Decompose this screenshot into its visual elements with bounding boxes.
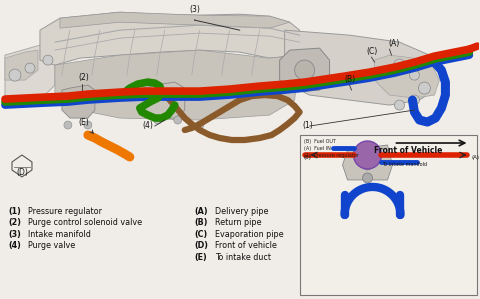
Circle shape [154,116,162,124]
Circle shape [25,63,35,73]
Circle shape [354,141,382,169]
Circle shape [409,95,420,105]
Circle shape [394,59,406,71]
Circle shape [362,173,372,183]
Text: (E): (E) [195,253,207,262]
Text: (A): (A) [195,207,208,216]
Text: (A): (A) [389,39,400,48]
Text: (D): (D) [16,168,28,177]
Text: (D): (D) [195,241,209,250]
Text: (A)  Fuel IN: (A) Fuel IN [303,146,330,151]
Text: (B): (B) [303,155,312,161]
Circle shape [64,121,72,129]
Circle shape [295,60,314,80]
Text: Purge valve: Purge valve [28,241,75,250]
Text: (3): (3) [8,230,21,239]
Circle shape [43,55,53,65]
Text: Purge control solenoid valve: Purge control solenoid valve [28,218,142,228]
Text: Pressure regulator: Pressure regulator [28,207,102,216]
Text: Intake manifold: Intake manifold [28,230,91,239]
Polygon shape [145,82,185,118]
Text: To Intake manifold: To Intake manifold [383,162,428,167]
Text: (2): (2) [8,218,21,228]
Text: (B): (B) [195,218,208,228]
Text: To intake duct: To intake duct [215,253,271,262]
Text: (1)  Pressure regulator: (1) Pressure regulator [303,153,359,158]
Bar [300,135,478,295]
Circle shape [84,121,92,129]
Polygon shape [62,85,95,118]
Circle shape [196,121,204,129]
Polygon shape [285,30,434,105]
Text: (4): (4) [143,121,153,130]
Circle shape [395,100,405,110]
Circle shape [362,160,372,170]
Text: Delivery pipe: Delivery pipe [215,207,268,216]
Text: (2): (2) [78,73,89,82]
Text: (B)  Fuel OUT: (B) Fuel OUT [303,139,336,144]
Text: Front of vehicle: Front of vehicle [215,241,276,250]
Text: Return pipe: Return pipe [215,218,261,228]
Polygon shape [374,55,439,98]
Circle shape [419,82,431,94]
Text: (E): (E) [78,118,93,133]
Text: (1): (1) [8,207,21,216]
Text: (A): (A) [471,155,480,161]
Polygon shape [40,12,300,65]
Circle shape [174,116,182,124]
Text: Front of Vehicle: Front of Vehicle [374,146,443,155]
Text: (C): (C) [195,230,208,239]
Circle shape [9,69,21,81]
Polygon shape [60,12,289,28]
Text: (4): (4) [8,241,21,250]
Polygon shape [55,50,300,120]
Text: (3): (3) [189,5,200,20]
Polygon shape [5,42,55,100]
Text: (C): (C) [366,47,377,56]
Polygon shape [343,145,393,180]
Polygon shape [5,50,38,80]
Text: Evaporation pipe: Evaporation pipe [215,230,283,239]
Polygon shape [280,48,330,92]
Text: (1): (1) [302,121,313,130]
Circle shape [409,70,420,80]
Text: (B): (B) [344,75,355,84]
